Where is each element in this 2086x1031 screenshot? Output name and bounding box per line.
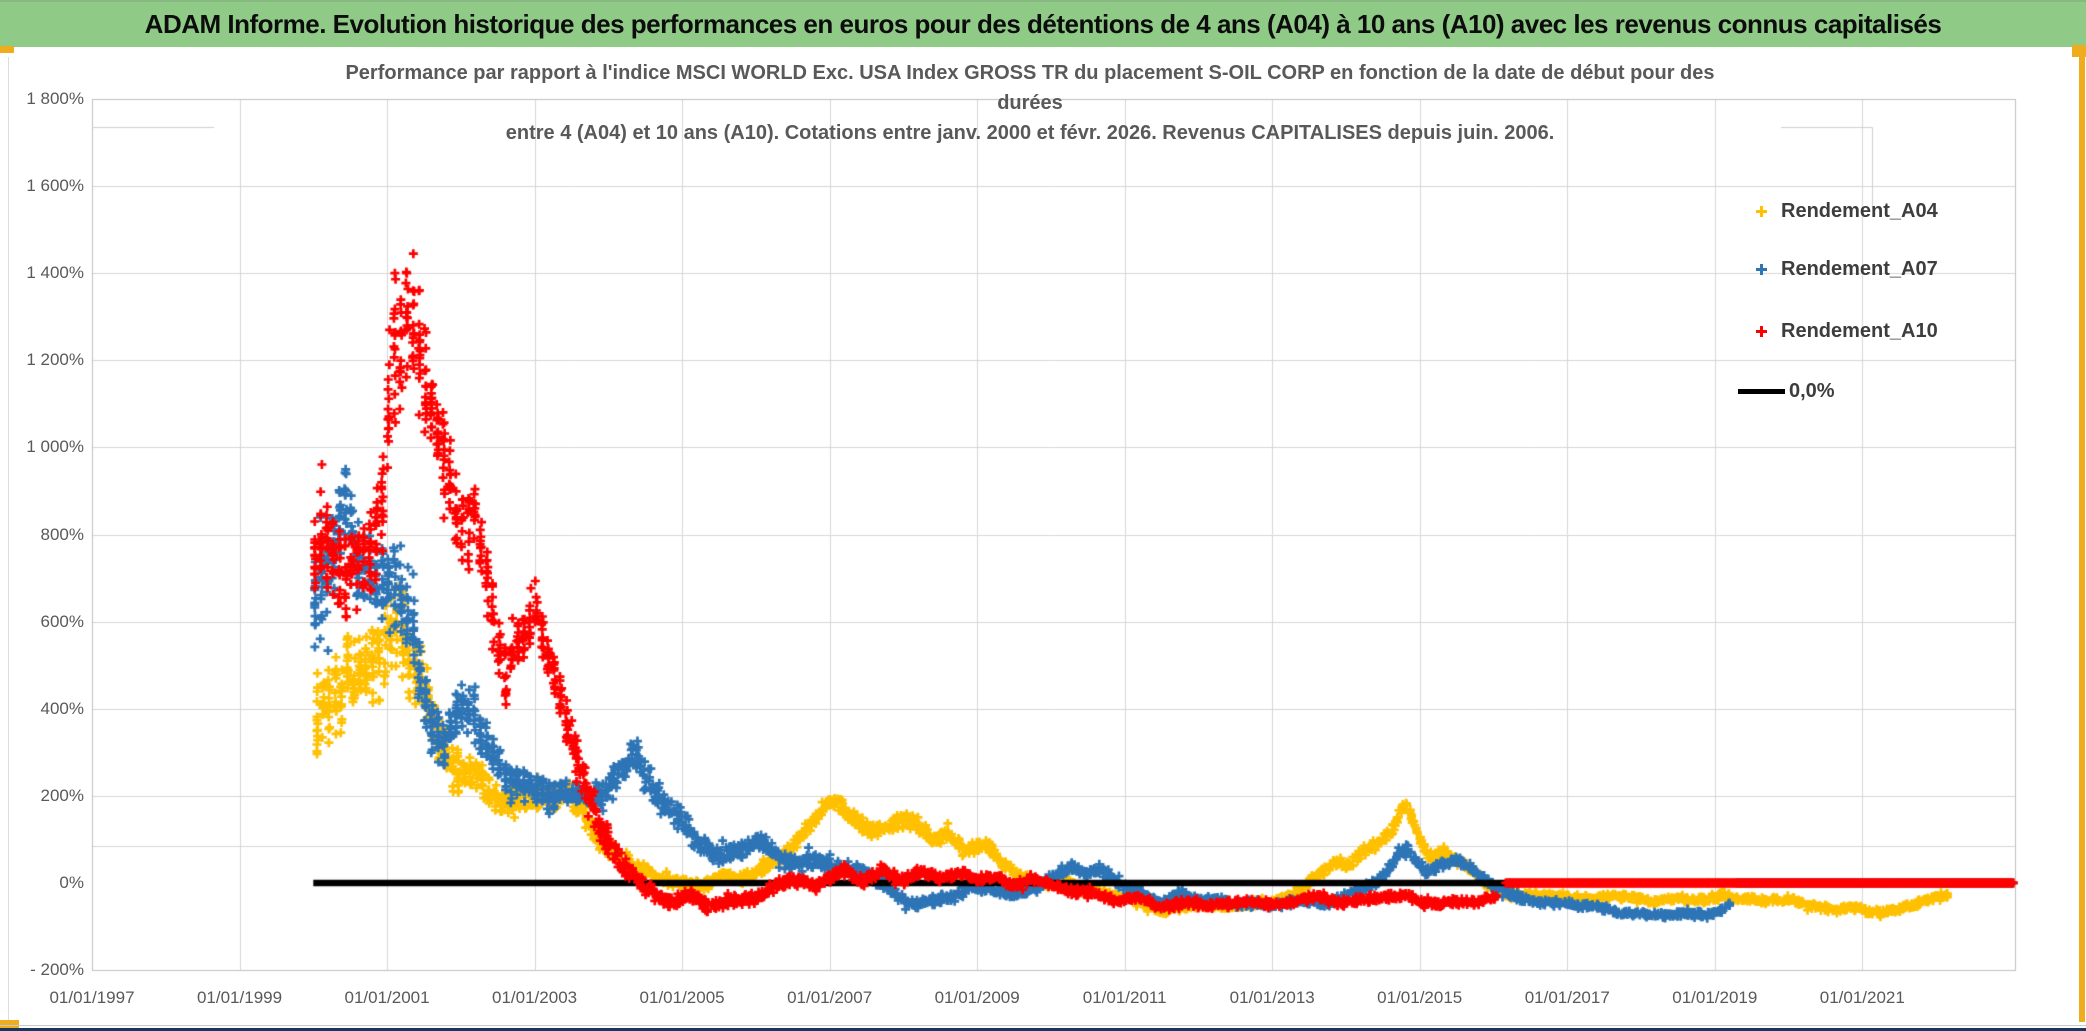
x-tick-label: 01/01/2007	[787, 988, 873, 1007]
gold-accent-right-strip	[2079, 56, 2085, 1022]
x-tick-label: 01/01/1997	[49, 988, 135, 1007]
legend-item-0-0-: 0,0%	[1738, 376, 1835, 406]
legend-label: Rendement_A07	[1781, 257, 1938, 280]
legend-label: Rendement_A10	[1781, 319, 1938, 342]
plus-marker-icon	[1756, 263, 1769, 276]
gold-accent-top-right	[2072, 45, 2086, 57]
x-tick-label: 01/01/2013	[1229, 988, 1315, 1007]
chart-title-line-3: entre 4 (A04) et 10 ans (A10). Cotations…	[505, 122, 1555, 144]
y-tick-label: 1 200%	[26, 350, 84, 370]
x-tick-label: 01/01/2001	[344, 988, 430, 1007]
y-tick-label: 1 600%	[26, 176, 84, 196]
legend-item-rendement-a04: Rendement_A04	[1738, 196, 1938, 226]
line-marker-icon	[1738, 388, 1785, 394]
chart-title-line-2: durées	[997, 92, 1063, 114]
x-tick-label: 01/01/2011	[1082, 988, 1167, 1007]
x-tick-label: 01/01/2003	[492, 988, 578, 1007]
y-tick-label: 0%	[59, 872, 84, 892]
y-tick-label: 200%	[40, 785, 84, 805]
y-tick-label: 800%	[40, 524, 84, 544]
y-tick-label: 400%	[40, 698, 84, 718]
y-tick-label: 1 000%	[26, 437, 84, 457]
x-tick-label: 01/01/1999	[196, 988, 283, 1007]
plus-marker-icon	[1756, 205, 1769, 218]
legend-label: 0,0%	[1789, 379, 1835, 402]
plus-marker-icon	[1756, 325, 1769, 338]
x-tick-label: 01/01/2017	[1524, 988, 1610, 1007]
bottom-gray-line	[0, 1025, 2086, 1026]
y-tick-label: - 200%	[30, 960, 84, 979]
chart-title-line-1: Performance par rapport à l'indice MSCI …	[345, 62, 1715, 84]
x-tick-label: 01/01/2005	[639, 988, 725, 1007]
x-tick-label: 01/01/2015	[1377, 988, 1463, 1007]
bottom-navy-line	[0, 1028, 2086, 1031]
left-edge-line	[8, 57, 9, 1020]
legend-label: Rendement_A04	[1781, 199, 1938, 222]
x-tick-label: 01/01/2019	[1672, 988, 1758, 1007]
x-tick-label: 01/01/2021	[1819, 988, 1905, 1007]
chart-title: Performance par rapport à l'indice MSCI …	[180, 58, 1880, 148]
y-tick-label: 1 800%	[26, 89, 84, 108]
legend-item-rendement-a10: Rendement_A10	[1738, 316, 1938, 346]
legend-item-rendement-a07: Rendement_A07	[1738, 254, 1938, 284]
y-tick-label: 600%	[40, 611, 84, 631]
x-tick-label: 01/01/2009	[934, 988, 1020, 1007]
y-tick-label: 1 400%	[26, 263, 84, 283]
gold-accent-top-left	[0, 46, 14, 53]
